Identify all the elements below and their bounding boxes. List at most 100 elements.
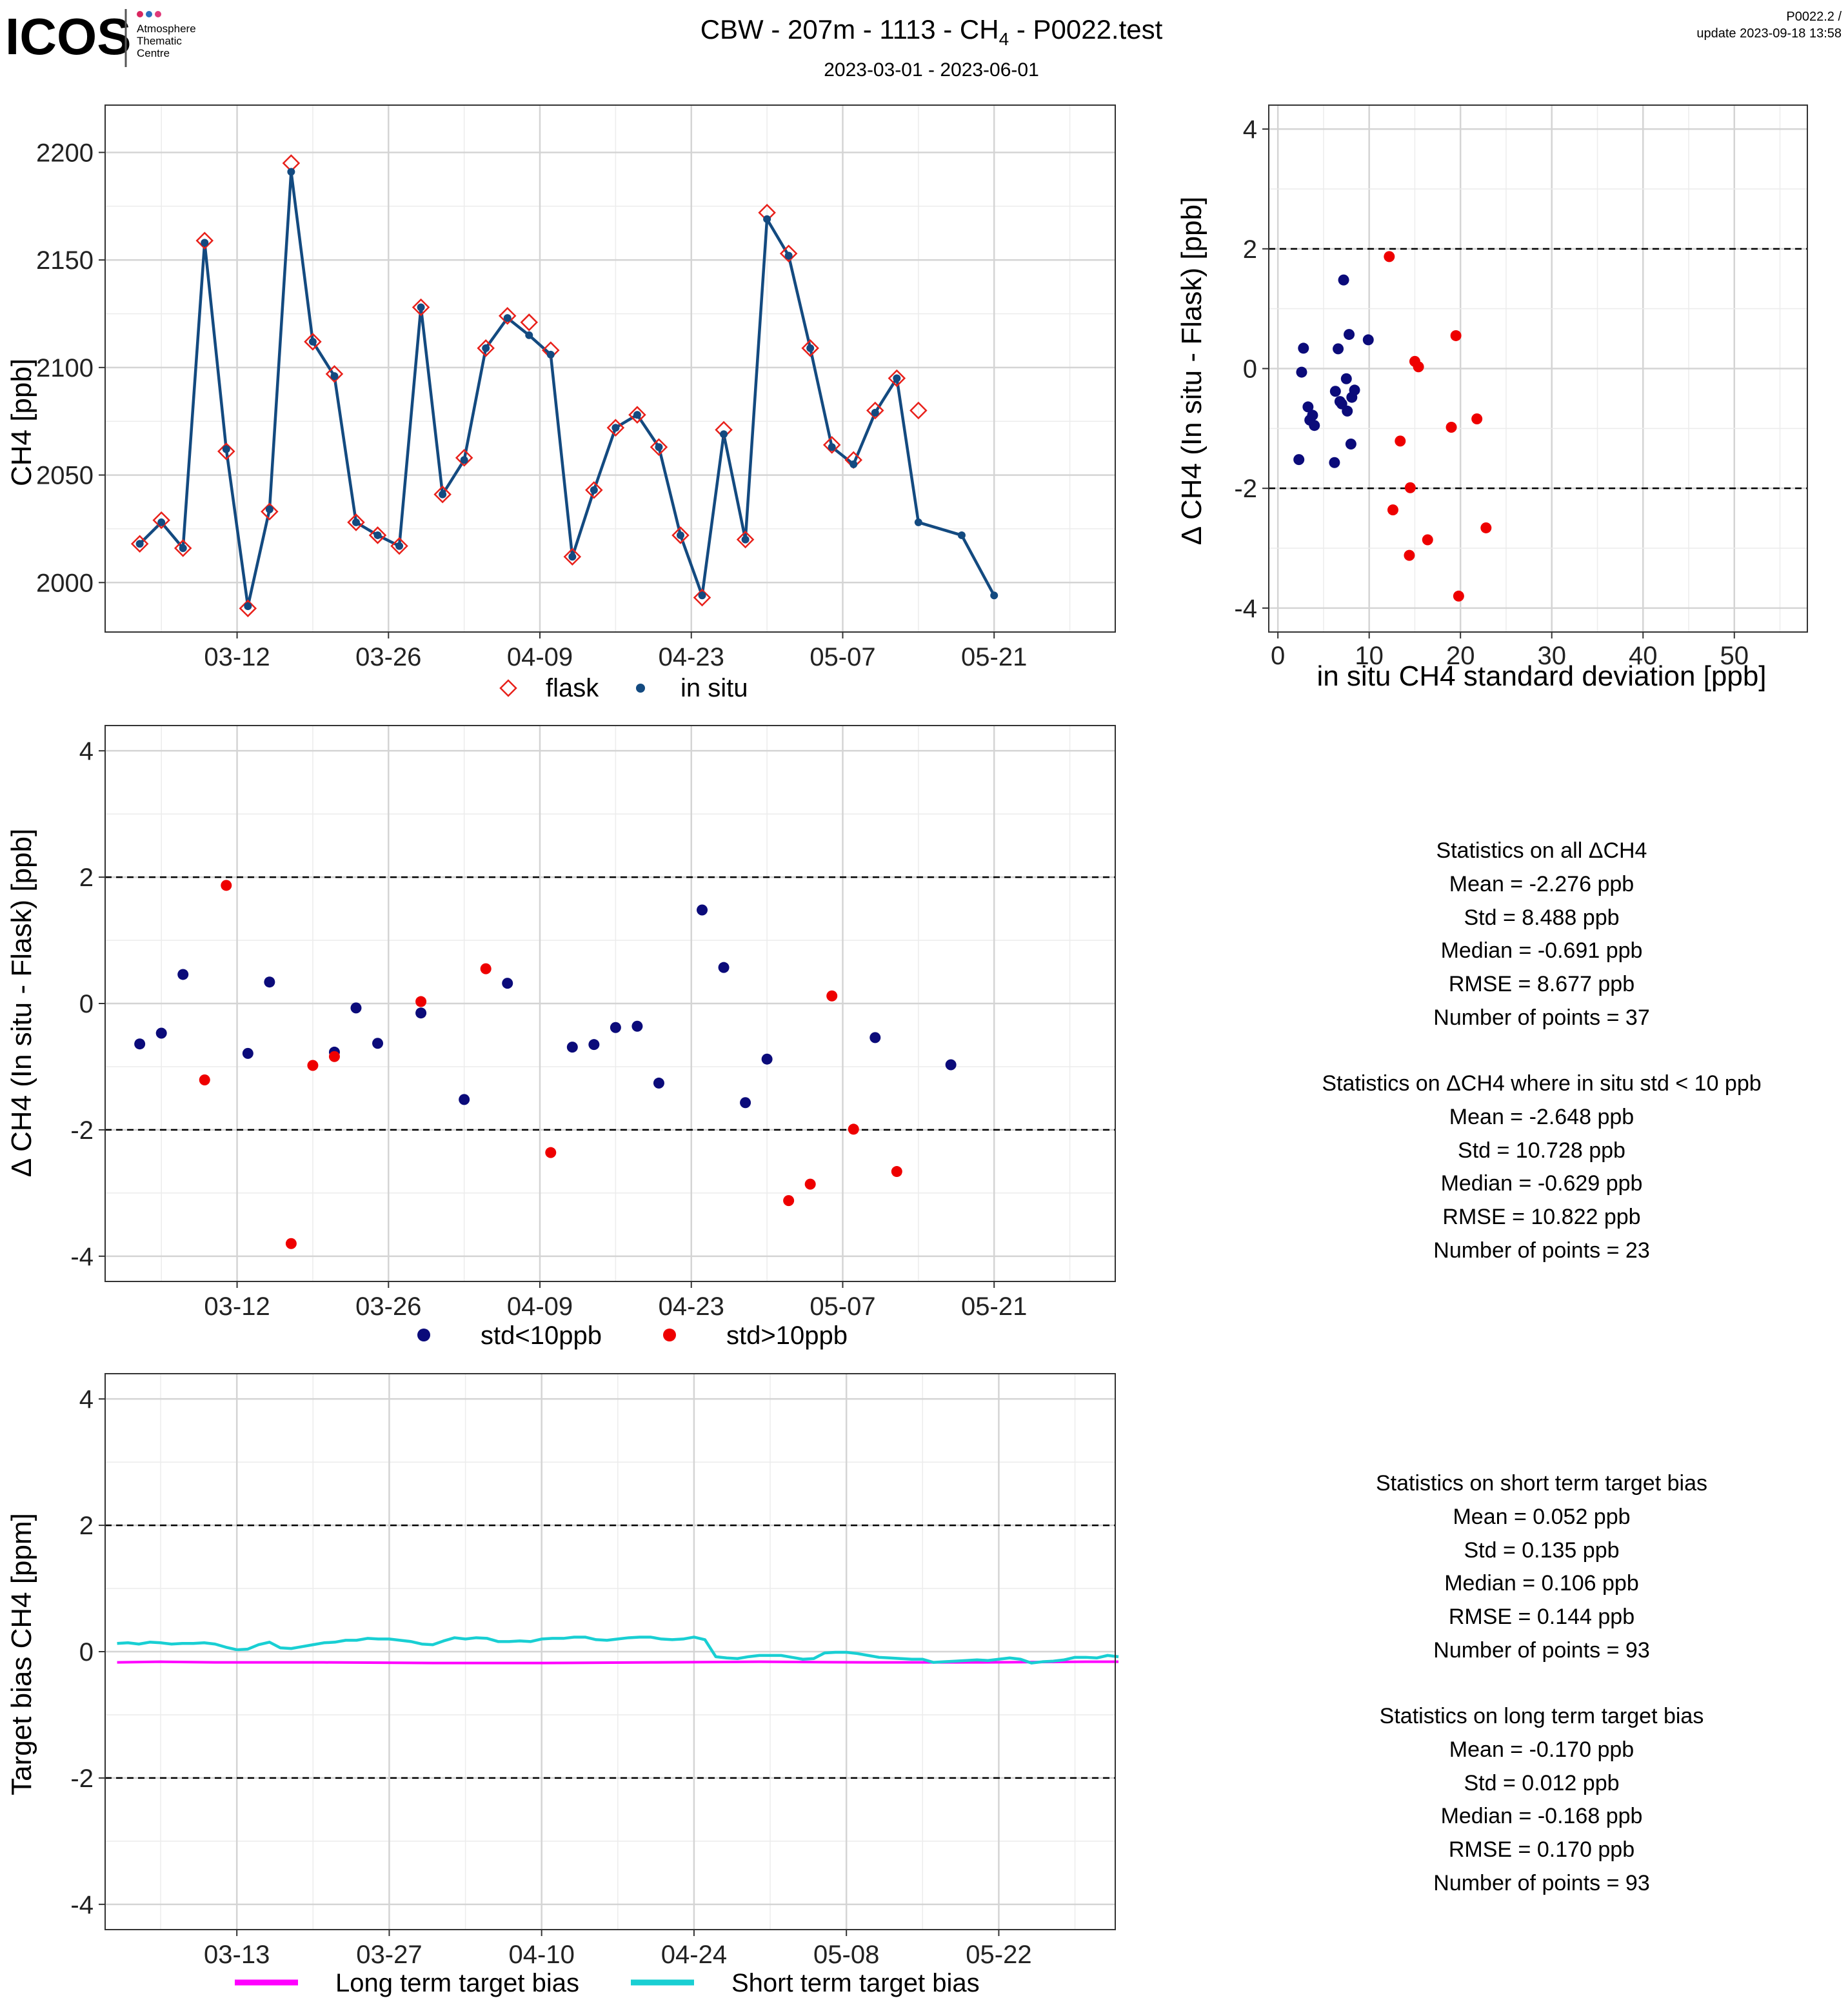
insitu-point — [914, 518, 922, 526]
std-high-point — [328, 1051, 340, 1062]
std-high-point — [285, 1238, 297, 1249]
stats-filtered-mean: Mean = -2.648 ppb — [1449, 1105, 1634, 1129]
dt-xtick-label: 03-26 — [355, 1292, 421, 1321]
insitu-point — [287, 168, 295, 176]
tb-xtick-label: 04-24 — [661, 1941, 727, 1969]
std-low-point — [1329, 386, 1341, 397]
delta-vs-std-panel: Δ CH4 (In situ - Flask) [ppb] in situ CH… — [1176, 104, 1808, 692]
flask-point — [174, 539, 192, 557]
insitu-point — [849, 460, 858, 468]
ts-ytick-label: 2000 — [36, 569, 94, 597]
tb-xtick-label: 05-08 — [813, 1941, 879, 1969]
sc-ytick-label: 0 — [1243, 355, 1257, 384]
insitu-point — [395, 542, 404, 550]
std-low-point — [1333, 343, 1344, 355]
logo-text: ICOS — [5, 8, 132, 65]
std-low-point — [761, 1053, 773, 1065]
dt-ytick-label: 2 — [79, 864, 94, 892]
target-bias-plot — [105, 1524, 1119, 1779]
insitu-point — [135, 540, 144, 548]
stats-long-rmse: RMSE = 0.170 ppb — [1449, 1837, 1634, 1862]
icos-logo: ICOS Atmosphere Thematic Centre — [5, 8, 196, 67]
dt-xtick-label: 03-12 — [204, 1292, 270, 1321]
tb-ytick-label: -2 — [70, 1765, 94, 1793]
sc-xtick-label: 10 — [1355, 642, 1384, 670]
short-term-bias-line — [117, 1636, 1119, 1665]
ts-ytick-label: 2200 — [36, 139, 94, 167]
sc-xtick-label: 40 — [1629, 642, 1658, 670]
std-low-point — [242, 1047, 253, 1059]
flask-point — [217, 442, 235, 460]
stats-short-std: Std = 0.135 ppb — [1464, 1538, 1619, 1563]
std-high-point — [480, 963, 492, 974]
legend-long-term-label: Long term target bias — [335, 1969, 579, 1997]
insitu-point — [698, 591, 706, 600]
std-low-point — [1307, 410, 1318, 421]
page-title: CBW - 207m - 1113 - CH4 - P0022.test — [700, 14, 1163, 49]
stats-filtered-std: Std = 10.728 ppb — [1458, 1138, 1625, 1163]
tb-xtick-label: 03-13 — [204, 1941, 270, 1969]
std-high-point — [1413, 361, 1424, 373]
insitu-point — [828, 443, 836, 451]
insitu-point — [265, 505, 273, 513]
target-bias-ticks: 03-13 03-27 04-10 04-24 05-08 05-22 -4 -2 0 2 4 — [70, 1385, 1031, 1969]
std-low-point — [459, 1094, 470, 1105]
logo-dot-blue — [146, 11, 152, 17]
stats-filtered-rmse: RMSE = 10.822 ppb — [1442, 1205, 1640, 1229]
flask-point — [909, 401, 928, 420]
insitu-point — [222, 445, 230, 453]
insitu-point — [871, 408, 879, 417]
insitu-point — [503, 314, 512, 322]
stats-short-count: Number of points = 93 — [1433, 1638, 1649, 1663]
insitu-point — [611, 424, 620, 432]
sc-ytick-label: -2 — [1234, 475, 1257, 503]
flask-point — [693, 588, 711, 607]
header: ICOS Atmosphere Thematic Centre CBW - 20… — [5, 8, 1842, 81]
std-low-point — [1338, 274, 1349, 286]
std-low-point — [155, 1027, 167, 1039]
stats-long-std: Std = 0.012 ppb — [1464, 1771, 1619, 1795]
delta-timeseries-plot — [105, 876, 1115, 1249]
stats-all-rmse: RMSE = 8.677 ppb — [1449, 972, 1634, 996]
sc-xtick-label: 50 — [1720, 642, 1749, 670]
stats-short-title: Statistics on short term target bias — [1376, 1471, 1707, 1496]
delta-vs-std-ticks: 0 10 20 30 40 50 -4 -2 0 2 4 — [1234, 115, 1749, 670]
stats-block-delta: Statistics on all ΔCH4 Mean = -2.276 ppb… — [1322, 838, 1761, 1263]
date-range: 2023-03-01 - 2023-06-01 — [824, 59, 1039, 81]
flask-point — [412, 298, 430, 317]
target-bias-legend: Long term target bias Short term target … — [235, 1969, 980, 1997]
std-high-point — [307, 1060, 319, 1071]
insitu-point — [373, 531, 382, 539]
insitu-point — [990, 591, 999, 600]
std-high-point — [1422, 534, 1433, 546]
std-low-point — [372, 1038, 384, 1049]
flask-point — [736, 530, 755, 549]
std-high-point — [545, 1147, 557, 1158]
sc-xtick-label: 0 — [1271, 642, 1285, 670]
logo-sub-1: Atmosphere — [137, 23, 196, 35]
stats-short-median: Median = 0.106 ppb — [1444, 1571, 1639, 1596]
ts-ytick-label: 2050 — [36, 462, 94, 490]
insitu-point — [741, 535, 750, 544]
std-low-point — [631, 1020, 643, 1032]
std-low-point — [1342, 405, 1353, 417]
delta-timeseries-grid — [105, 726, 1115, 1281]
std-low-point — [1293, 454, 1305, 466]
flask-point — [585, 481, 603, 499]
insitu-point — [655, 443, 663, 451]
flask-point — [390, 537, 408, 555]
dt-xtick-label: 04-23 — [659, 1292, 724, 1321]
logo-dot-red — [137, 11, 143, 17]
insitu-point — [893, 374, 901, 382]
delta-timeseries-panel: Δ CH4 (In situ - Flask) [ppb] 03-12 03-26… — [6, 725, 1116, 1350]
flask-point — [563, 548, 582, 566]
delta-timeseries-ticks: 03-12 03-26 04-09 04-23 05-07 05-21 -4 -2 0 2 4 — [70, 737, 1027, 1321]
sc-ytick-label: 4 — [1243, 115, 1257, 144]
std-high-point — [1471, 413, 1483, 424]
target-bias-grid — [105, 1374, 1115, 1930]
insitu-point — [417, 303, 425, 311]
flask-point — [368, 526, 387, 544]
std-low-point — [869, 1032, 881, 1043]
std-high-point — [1480, 522, 1492, 533]
insitu-point — [957, 531, 966, 539]
